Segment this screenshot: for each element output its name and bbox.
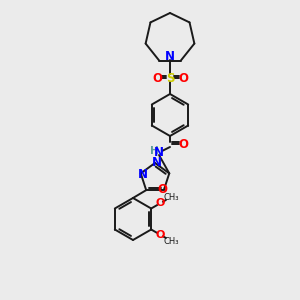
Text: O: O [155, 199, 164, 208]
Text: N: N [138, 168, 148, 181]
Text: N: N [152, 157, 162, 169]
Text: CH₃: CH₃ [164, 236, 179, 245]
Text: O: O [155, 230, 164, 239]
Text: N: N [165, 50, 175, 62]
Text: O: O [178, 137, 188, 151]
Text: O: O [152, 71, 162, 85]
Text: N: N [154, 146, 164, 158]
Text: O: O [178, 71, 188, 85]
Text: CH₃: CH₃ [164, 193, 179, 202]
Text: H: H [150, 146, 158, 156]
Text: O: O [158, 183, 168, 196]
Text: S: S [166, 71, 174, 85]
